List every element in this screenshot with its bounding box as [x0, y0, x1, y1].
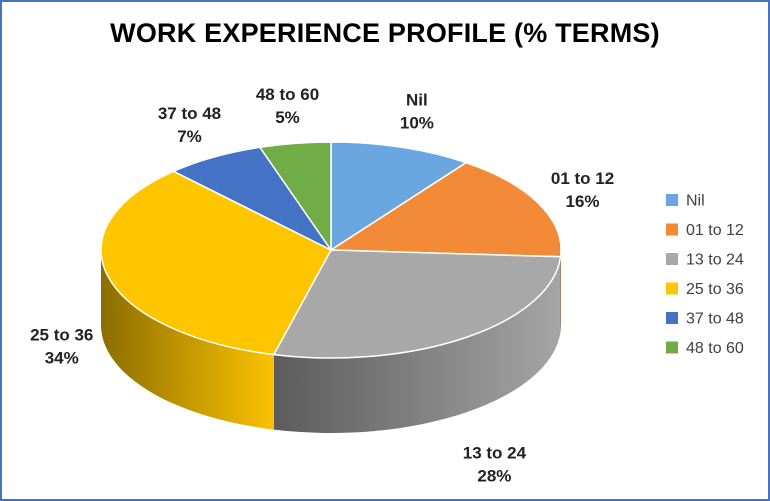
data-label-percent: 5%: [275, 108, 300, 127]
pie-slice-1: [330, 141, 468, 252]
data-label-percent: 34%: [45, 348, 79, 367]
data-label-category: 48 to 60: [256, 85, 319, 104]
data-label-category: 01 to 12: [551, 169, 614, 188]
data-label-category: 25 to 36: [30, 325, 93, 344]
data-label-category: 13 to 24: [463, 443, 527, 462]
legend-swatch: [666, 253, 678, 265]
data-label-percent: 16%: [566, 192, 600, 211]
pie-slice-6: [258, 141, 332, 253]
pie-slice-3: [272, 249, 562, 359]
pie-side-4: [101, 250, 274, 430]
legend-swatch: [666, 341, 678, 354]
pie-side-3: [273, 256, 561, 434]
legend: Nil 01 to 12 13 to 24 25 to 36 37 to 48 48 to…: [666, 193, 744, 357]
data-label-percent: 7%: [177, 127, 202, 146]
legend-swatch: [666, 312, 678, 324]
pie-slice-4: [100, 170, 333, 356]
legend-entry: 37 to 48: [686, 311, 744, 328]
legend-entry: 25 to 36: [686, 281, 744, 298]
data-label-percent: 28%: [477, 466, 511, 485]
legend-swatch: [666, 194, 678, 206]
legend-entry: 01 to 12: [686, 222, 744, 239]
data-label-category: 37 to 48: [158, 104, 221, 123]
legend-swatch: [666, 223, 678, 236]
pie-slice-5: [171, 146, 332, 251]
data-label-category: Nil: [406, 90, 428, 109]
legend-entry: Nil: [686, 193, 705, 210]
pie-slice-2: [328, 161, 562, 258]
legend-entry: 13 to 24: [686, 252, 744, 269]
legend-swatch: [666, 282, 678, 295]
data-label-percent: 10%: [400, 113, 434, 132]
chart-title: WORK EXPERIENCE PROFILE (% TERMS): [110, 18, 660, 48]
legend-entry: 48 to 60: [686, 340, 744, 357]
